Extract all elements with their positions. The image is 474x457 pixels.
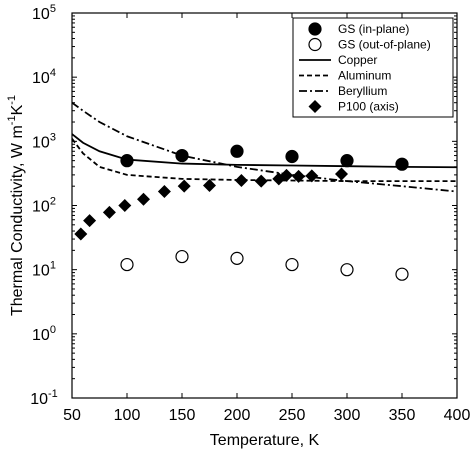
x-tick-label: 250 — [279, 407, 306, 424]
diamond-marker — [177, 179, 191, 193]
y-tick-label: 100 — [32, 324, 56, 344]
legend-label: GS (out-of-plane) — [338, 38, 431, 52]
legend-label: GS (in-plane) — [338, 22, 409, 36]
filled-circle — [285, 149, 299, 164]
diamond-marker — [74, 227, 88, 241]
diamond-marker — [280, 168, 293, 182]
x-tick-label: 200 — [224, 407, 251, 424]
filled-circle — [308, 22, 322, 36]
x-axis-label: Temperature, K — [210, 432, 320, 449]
diamond-marker — [254, 174, 268, 188]
y-tick-label: 103 — [32, 131, 56, 151]
y-tick-label: 101 — [32, 260, 56, 280]
legend-box — [292, 17, 454, 118]
filled-circle — [395, 157, 409, 171]
y-tick-label: 104 — [32, 67, 56, 87]
x-tick-label: 300 — [334, 407, 361, 424]
x-tick-label: 50 — [63, 407, 81, 424]
open-circle — [340, 263, 354, 277]
diamond-marker — [83, 214, 97, 228]
diamond-marker — [308, 100, 322, 113]
series-line — [71, 133, 458, 169]
y-tick-label: 102 — [32, 196, 56, 216]
diamond-marker — [118, 199, 132, 212]
open-circle — [395, 267, 409, 281]
legend-label: Aluminum — [338, 69, 391, 83]
x-tick-label: 350 — [389, 407, 416, 424]
filled-circle — [175, 148, 189, 163]
diamond-marker — [203, 178, 216, 192]
open-circle — [120, 257, 134, 272]
legend-label: Beryllium — [338, 84, 387, 98]
x-tick-label: 150 — [169, 407, 196, 424]
series-line — [71, 138, 457, 183]
diamond-marker — [102, 205, 116, 219]
diamond-marker — [335, 167, 348, 181]
y-tick-label: 10-1 — [30, 388, 58, 408]
diamond-marker — [305, 169, 319, 183]
filled-circle — [340, 154, 354, 168]
x-tick-label: 100 — [114, 407, 141, 424]
series-line — [71, 101, 458, 193]
legend-label: Copper — [338, 53, 377, 67]
filled-circle — [230, 144, 244, 158]
open-circle — [230, 251, 244, 265]
diamond-marker — [234, 174, 248, 188]
y-axis-label: Thermal Conductivity, W m-1K-1 — [6, 95, 26, 316]
open-circle — [308, 37, 322, 52]
diamond-marker — [157, 185, 171, 199]
open-circle — [175, 249, 189, 264]
x-tick-label: 400 — [444, 407, 471, 424]
open-circle — [285, 257, 299, 272]
diamond-marker — [292, 169, 306, 183]
legend-label: P100 (axis) — [338, 100, 399, 114]
y-tick-label: 105 — [32, 3, 56, 23]
diamond-marker — [137, 192, 150, 206]
